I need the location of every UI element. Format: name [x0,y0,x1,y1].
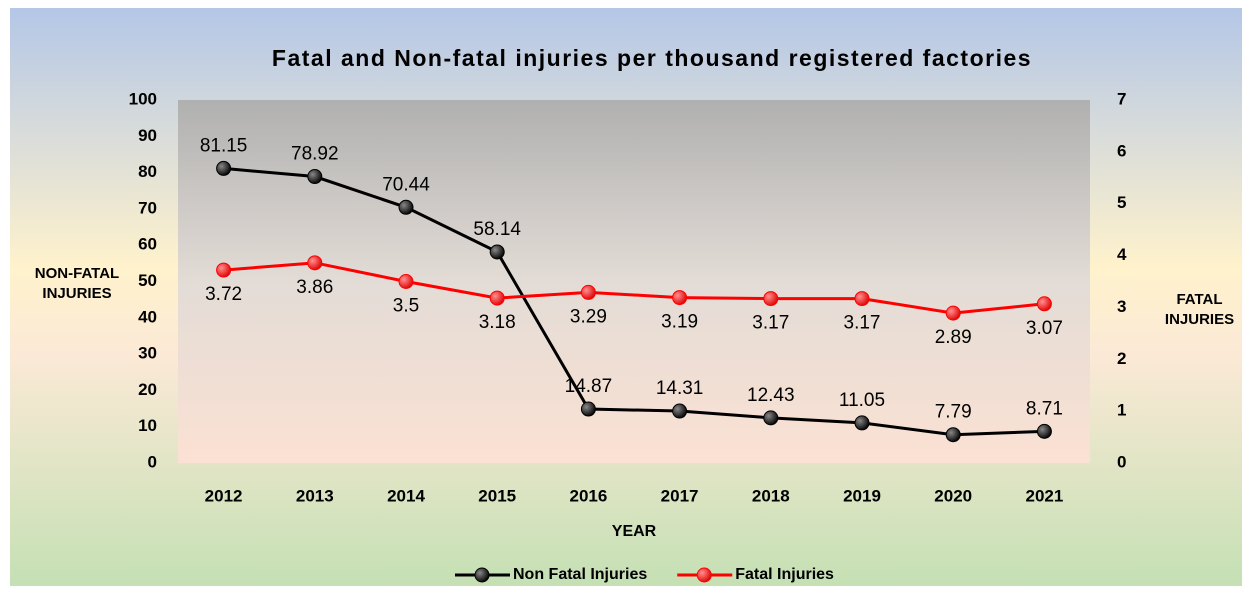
x-tick-label: 2012 [205,486,243,505]
y-tick-label: 90 [138,126,157,145]
chart-title: Fatal and Non-fatal injuries per thousan… [272,45,1032,71]
data-point [398,199,414,215]
y-tick-label: 40 [138,307,157,326]
data-label: 3.5 [393,296,419,317]
x-tick-label: 2015 [478,486,516,505]
x-tick-label: 2021 [1025,486,1063,505]
data-label: 3.18 [479,312,516,333]
data-point [672,290,688,306]
x-tick-label: 2018 [752,486,790,505]
data-point [945,427,961,443]
legend-label: Non Fatal Injuries [513,566,647,583]
y-tick-label: 20 [138,380,157,399]
data-point [1036,296,1052,312]
data-label: 11.05 [839,390,885,411]
x-tick-label: 2016 [569,486,607,505]
data-point [854,415,870,431]
legend-marker [474,567,490,583]
data-label: 3.17 [752,313,789,334]
y2-tick-label: 1 [1117,401,1126,420]
y2-tick-label: 3 [1117,297,1126,316]
y2-tick-label: 7 [1117,89,1126,108]
y-axis-title: NON-FATAL INJURIES [34,265,120,302]
x-tick-label: 2019 [843,486,881,505]
data-label: 2.89 [935,327,972,348]
data-point [580,284,596,300]
y2-axis-title: FATAL INJURIES [1164,291,1235,328]
y2-tick-label: 6 [1117,141,1126,160]
data-label: 3.72 [205,284,242,305]
y-tick-label: 80 [138,162,157,181]
data-label: 81.15 [200,135,248,156]
data-label: 3.19 [661,312,698,333]
data-point [854,291,870,307]
data-label: 14.87 [565,376,613,397]
data-point [398,274,414,289]
y-tick-label: 60 [138,235,157,254]
data-label: 14.31 [656,378,704,399]
data-point [580,401,596,417]
y2-tick-label: 4 [1117,245,1127,264]
legend-marker [696,567,712,583]
y-tick-label: 50 [138,271,157,290]
data-label: 3.17 [844,313,881,334]
series-line [223,261,1045,315]
data-label: 3.29 [570,306,607,327]
x-tick-label: 2020 [934,486,972,505]
x-tick-label: 2013 [296,486,334,505]
data-point [489,290,505,306]
data-point [489,244,505,260]
data-point [1036,423,1052,439]
data-label: 3.07 [1026,318,1063,339]
data-label: 8.71 [1026,398,1063,419]
data-label: 3.86 [296,277,333,298]
data-label: 7.79 [935,402,972,423]
series-line [223,166,1045,437]
data-label: 70.44 [382,174,430,195]
x-tick-label: 2017 [661,486,699,505]
data-point [216,160,232,176]
data-point [307,255,323,271]
y2-tick-label: 0 [1117,452,1126,471]
y2-tick-label: 2 [1117,349,1126,368]
y2-tick-label: 5 [1117,193,1126,212]
y-tick-label: 10 [138,416,157,435]
data-label: 12.43 [747,385,795,406]
data-label: 78.92 [291,144,339,165]
plot-area [178,100,1090,463]
data-point [945,305,961,321]
y-tick-label: 70 [138,198,157,217]
data-point [763,410,779,426]
data-point [216,262,232,278]
data-point [672,403,688,419]
data-point [763,291,779,307]
y-tick-label: 100 [129,89,157,108]
y-tick-label: 0 [148,452,157,471]
y-tick-label: 30 [138,344,157,363]
legend-label: Fatal Injuries [735,566,834,583]
x-tick-label: 2014 [387,486,425,505]
data-point [307,169,323,185]
data-label: 58.14 [473,219,521,240]
x-axis-title: YEAR [612,523,657,540]
